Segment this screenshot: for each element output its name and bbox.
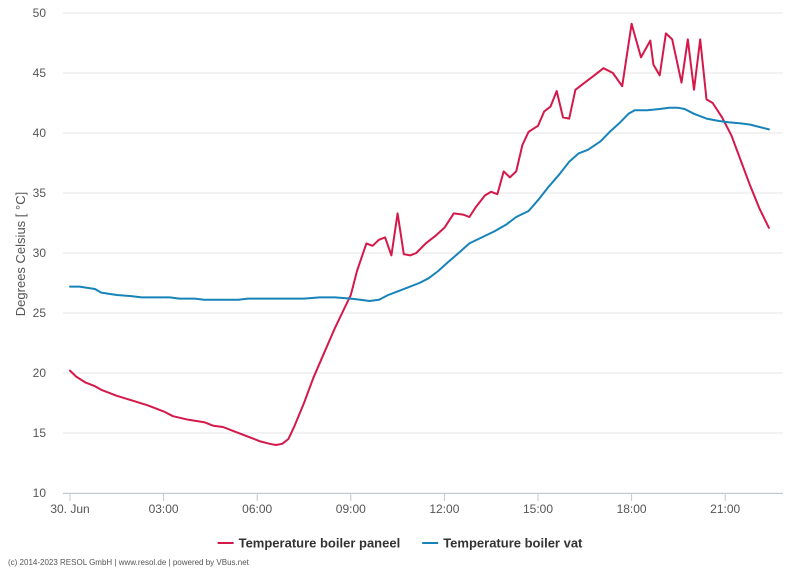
- series-lines: [69, 22, 770, 446]
- x-tick-label: 15:00: [523, 502, 553, 516]
- legend: Temperature boiler paneel Temperature boi…: [217, 536, 583, 551]
- legend-item-1[interactable]: Temperature boiler vat: [422, 536, 583, 551]
- y-tick-label: 10: [33, 486, 47, 500]
- y-tick-label: 15: [33, 426, 47, 440]
- legend-label: Temperature boiler paneel: [239, 536, 401, 551]
- x-tick-label: 18:00: [617, 502, 647, 516]
- y-tick-label: 20: [33, 366, 47, 380]
- y-tick-label: 25: [33, 306, 47, 320]
- x-tick-label: 06:00: [242, 502, 272, 516]
- x-tick-label: 12:00: [429, 502, 459, 516]
- gridlines: [63, 12, 783, 494]
- x-axis: 30. Jun 03:00 06:00 09:00 12:00 15:00 18:00 21:…: [50, 493, 783, 516]
- y-tick-label: 50: [33, 6, 47, 20]
- copyright-footer: (c) 2014-2023 RESOL GmbH | www.resol.de …: [8, 558, 249, 567]
- y-tick-label: 35: [33, 186, 47, 200]
- y-tick-label: 40: [33, 126, 47, 140]
- x-tick-label: 03:00: [149, 502, 179, 516]
- y-tick-label: 45: [33, 66, 47, 80]
- x-tick-label: 09:00: [336, 502, 366, 516]
- x-tick-label: 30. Jun: [50, 502, 89, 516]
- series-line-1: [69, 106, 770, 302]
- legend-item-0[interactable]: Temperature boiler paneel: [217, 536, 401, 551]
- x-tick-label: 21:00: [710, 502, 740, 516]
- legend-label: Temperature boiler vat: [443, 536, 583, 551]
- series-line-0: [69, 22, 770, 446]
- y-tick-label: 30: [33, 246, 47, 260]
- y-axis-ticks: 10 15 20 25 30 35 40 45 50: [33, 6, 47, 500]
- y-axis-title: Degrees Celsius [ °C]: [13, 192, 28, 316]
